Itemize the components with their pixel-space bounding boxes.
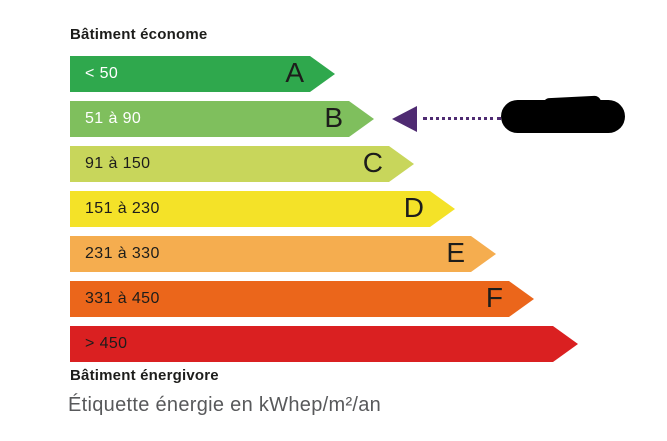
selected-class-arrow-icon (392, 106, 417, 132)
class-letter: C (362, 147, 383, 178)
range-label: 331 à 450 (85, 290, 160, 307)
class-letter: A (285, 57, 304, 88)
energy-class-bar-d: 151 à 230 D (70, 191, 455, 227)
class-letter: E (446, 237, 465, 268)
selected-class-dotted-line (423, 117, 501, 120)
class-letter: B (324, 102, 343, 133)
energy-intensive-building-label: Bâtiment énergivore (70, 367, 219, 384)
energy-class-scale: < 50 A 51 à 90 B 91 à 150 C 151 à 230 D … (70, 56, 578, 371)
range-label: > 450 (85, 335, 128, 352)
energy-class-bar-b: 51 à 90 B (70, 101, 374, 137)
energy-class-bar-g: > 450 (70, 326, 578, 362)
chart-caption: Étiquette énergie en kWhep/m²/an (68, 394, 382, 416)
energy-class-bar-e: 231 à 330 E (70, 236, 496, 272)
economical-building-label: Bâtiment économe (70, 26, 208, 43)
class-letter: F (485, 282, 503, 313)
energy-class-bar-c: 91 à 150 C (70, 146, 414, 182)
redacted-value-scribble (501, 100, 625, 133)
range-label: 231 à 330 (85, 245, 160, 262)
range-label: 51 à 90 (85, 110, 142, 127)
energy-class-bar-f: 331 à 450 F (70, 281, 534, 317)
class-letter: D (403, 192, 424, 223)
range-label: 151 à 230 (85, 200, 160, 217)
range-label: < 50 (85, 65, 119, 82)
energy-class-bar-a: < 50 A (70, 56, 335, 92)
range-label: 91 à 150 (85, 155, 151, 172)
